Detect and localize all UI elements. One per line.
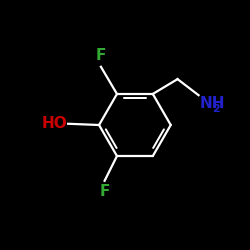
Text: HO: HO — [41, 116, 67, 131]
Text: F: F — [96, 48, 106, 63]
Text: F: F — [100, 184, 110, 200]
Text: 2: 2 — [212, 104, 220, 114]
Text: NH: NH — [200, 96, 225, 112]
